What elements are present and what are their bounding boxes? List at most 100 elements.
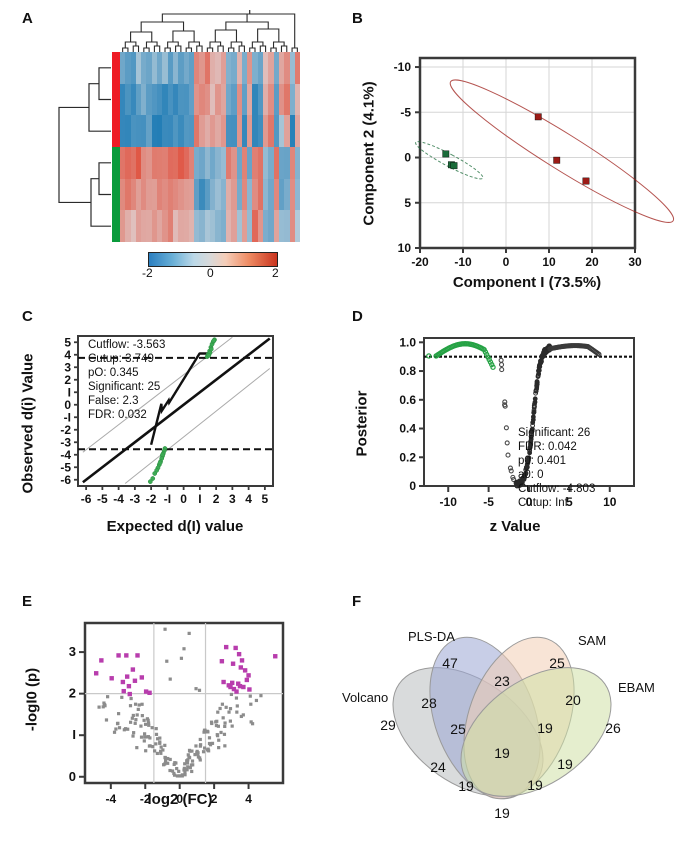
volcano-point <box>228 707 233 711</box>
heatmap-cell <box>135 178 142 211</box>
heatmap-cell <box>130 146 136 179</box>
volcano-point <box>103 704 107 708</box>
volcano-point <box>132 731 136 735</box>
volcano-point <box>163 756 167 760</box>
heatmap-cell <box>151 178 158 211</box>
volcano-point <box>229 692 233 697</box>
volcano-point <box>159 751 163 755</box>
row-group-band <box>112 83 120 116</box>
heatmap-cell <box>130 52 136 84</box>
panel-c-xlabel: Expected d(I) value <box>106 518 244 535</box>
volcano-point <box>187 755 191 759</box>
volcano-significant-point <box>230 661 236 666</box>
row-group-band <box>112 178 120 211</box>
heatmap-cell <box>172 52 179 84</box>
heatmap-cell <box>178 83 184 116</box>
heatmap-cell <box>241 83 248 116</box>
heatmap-cell <box>247 52 253 84</box>
scatter-point <box>553 156 561 164</box>
volcano-significant-point <box>135 653 140 658</box>
panel-e-xtick: 0 <box>176 792 183 806</box>
heatmap-cell <box>141 146 147 179</box>
heatmap-cell <box>167 210 173 242</box>
volcano-significant-point <box>126 683 132 689</box>
volcano-point <box>120 695 124 699</box>
heatmap-cell <box>289 146 295 179</box>
volcano-point <box>135 746 139 750</box>
heatmap-cell <box>188 178 195 211</box>
heatmap-cell <box>231 210 237 242</box>
ebam-point <box>539 359 544 364</box>
heatmap-cell <box>210 178 216 211</box>
heatmap-cell <box>183 210 189 242</box>
heatmap-cell <box>204 146 211 179</box>
volcano-point <box>116 721 120 725</box>
heatmap-cell <box>220 210 226 242</box>
heatmap-cell <box>210 115 216 147</box>
heatmap-cell <box>257 52 264 84</box>
volcano-point <box>185 761 190 765</box>
heatmap-cell <box>284 115 290 147</box>
volcano-point <box>154 727 158 731</box>
heatmap-cell <box>236 115 242 147</box>
heatmap-cell <box>257 115 264 147</box>
heatmap-cell <box>215 52 221 84</box>
venn-count-ebam-only: 26 <box>605 720 621 736</box>
heatmap-cell <box>284 210 290 242</box>
heatmap-cell <box>130 83 136 116</box>
volcano-significant-point <box>132 678 138 683</box>
volcano-point <box>106 695 110 699</box>
volcano-point <box>114 727 118 731</box>
confidence-ellipse <box>415 141 484 180</box>
heatmap-cell <box>125 146 131 179</box>
heatmap-cell <box>178 52 184 84</box>
heatmap-cell <box>172 178 179 211</box>
heatmap-cell <box>146 178 152 211</box>
volcano-point <box>218 706 222 711</box>
volcano-significant-point <box>99 658 104 663</box>
panel-b-xtick: 0 <box>503 255 510 269</box>
heatmap-cell <box>183 146 189 179</box>
volcano-point <box>143 722 148 726</box>
volcano-point <box>150 726 154 730</box>
volcano-significant-point <box>237 683 243 689</box>
volcano-point <box>197 688 202 692</box>
heatmap-cell <box>252 52 258 84</box>
volcano-point <box>162 763 166 767</box>
heatmap-cell <box>231 52 237 84</box>
panel-e-ytick: 2 <box>69 686 76 701</box>
panel-e-ylabel: -logI0 (p) <box>23 667 41 732</box>
heatmap-cell <box>278 115 285 147</box>
ebam-point <box>531 410 537 416</box>
ebam-point <box>536 371 542 377</box>
heatmap-cell <box>294 83 301 116</box>
volcano-point <box>254 698 259 703</box>
volcano-point <box>172 771 176 776</box>
volcano-point <box>142 718 146 722</box>
volcano-point <box>203 728 207 732</box>
panel-d-xtick: 5 <box>566 495 573 509</box>
panel-c-ytick: 4 <box>64 348 71 362</box>
volcano-significant-point <box>242 668 248 673</box>
volcano-point <box>173 761 177 765</box>
volcano-point <box>183 762 187 766</box>
ebam-point <box>532 396 538 402</box>
heatmap-cell <box>199 146 205 179</box>
heatmap-cell <box>130 210 136 242</box>
heatmap-cell <box>268 115 274 147</box>
heatmap-cell <box>125 178 131 211</box>
heatmap-cell <box>225 146 232 179</box>
heatmap-cell <box>231 146 237 179</box>
ebam-point <box>505 452 511 458</box>
heatmap-cell <box>294 115 301 147</box>
heatmap-cell <box>162 52 168 84</box>
heatmap-cell <box>146 52 152 84</box>
volcano-significant-point <box>234 689 239 694</box>
venn-ellipse-ebam <box>460 667 612 797</box>
heatmap-cell <box>231 115 237 147</box>
volcano-point <box>172 773 177 777</box>
heatmap-cell <box>278 52 285 84</box>
significant-point <box>206 353 212 358</box>
panel-b-xtick: -10 <box>454 255 472 269</box>
panel-c-ytick: -6 <box>60 473 71 487</box>
